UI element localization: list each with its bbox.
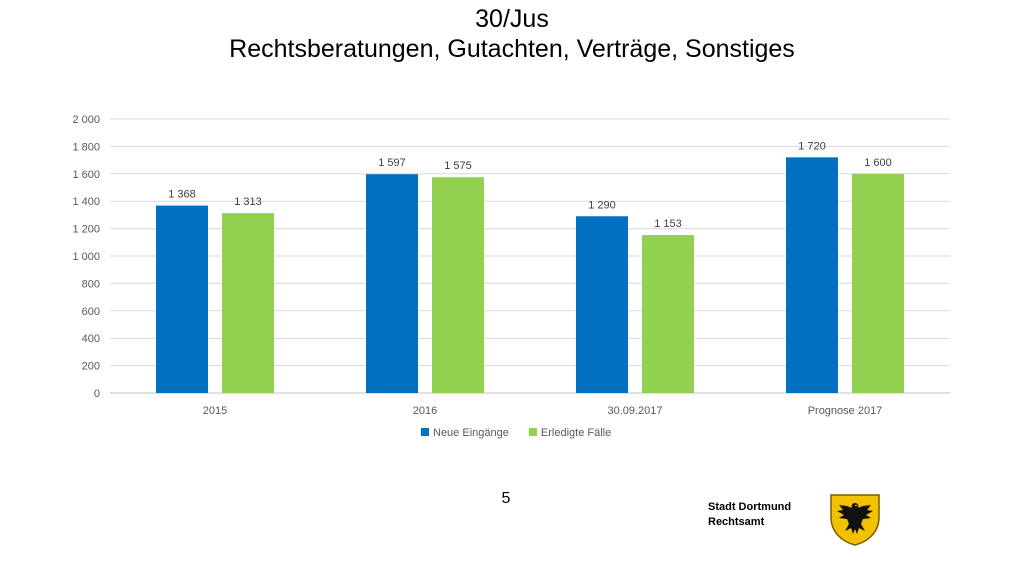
x-tick-label: 2015 (203, 405, 227, 417)
bar (576, 216, 628, 393)
title-line-1: 30/Jus (475, 5, 549, 33)
y-tick-label: 600 (82, 306, 100, 318)
bar (432, 177, 484, 393)
y-tick-label: 1 600 (72, 169, 100, 181)
data-label: 1 575 (444, 160, 472, 172)
x-tick-label: 30.09.2017 (607, 405, 662, 417)
legend-swatch (421, 428, 429, 436)
legend-label: Erledigte Fälle (541, 427, 611, 439)
y-tick-label: 200 (82, 361, 100, 373)
y-tick-label: 2 000 (72, 114, 100, 126)
coat-of-arms-icon (830, 494, 880, 546)
y-tick-label: 400 (82, 333, 100, 345)
y-tick-label: 1 000 (72, 251, 100, 263)
bar (222, 213, 274, 393)
bar (786, 157, 838, 393)
legend-label: Neue Eingänge (433, 427, 509, 439)
data-label: 1 720 (798, 140, 826, 152)
org-name: Stadt Dortmund (708, 501, 792, 513)
data-label: 1 290 (588, 199, 616, 211)
bar (366, 174, 418, 393)
x-tick-label: 2016 (413, 405, 437, 417)
data-label: 1 600 (864, 157, 892, 169)
title-line-2: Rechtsberatungen, Gutachten, Verträge, S… (229, 35, 795, 63)
page-number: 5 (501, 490, 511, 507)
data-label: 1 597 (378, 157, 406, 169)
org-department: Rechtsamt (708, 516, 765, 528)
data-label: 1 313 (234, 196, 262, 208)
bar (852, 173, 904, 393)
y-tick-label: 1 800 (72, 141, 100, 153)
y-tick-label: 1 200 (72, 224, 100, 236)
y-tick-label: 800 (82, 278, 100, 290)
organization-label: Stadt Dortmund Rechtsamt (708, 500, 791, 530)
legend-swatch (528, 428, 537, 436)
data-label: 1 153 (654, 218, 682, 230)
bar (642, 235, 694, 393)
x-tick-label: Prognose 2017 (808, 405, 883, 417)
bar (156, 205, 208, 393)
y-tick-label: 1 400 (72, 196, 100, 208)
y-tick-label: 0 (94, 388, 100, 400)
data-label: 1 368 (168, 189, 196, 201)
slide-title: 30/Jus Rechtsberatungen, Gutachten, Vert… (0, 4, 1024, 64)
